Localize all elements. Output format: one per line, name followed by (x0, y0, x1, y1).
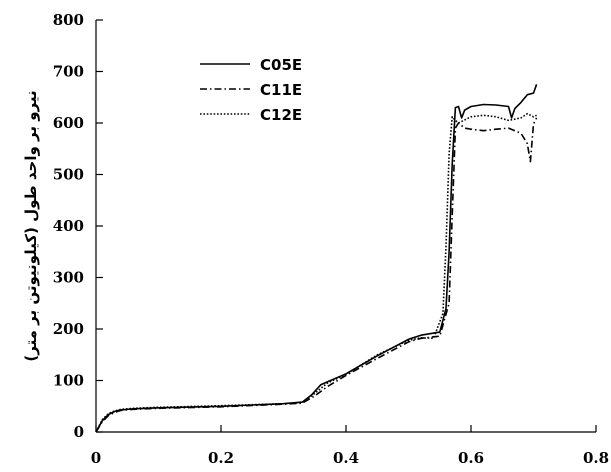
y-tick-label: 400 (53, 217, 84, 235)
x-tick-label: 0 (91, 449, 101, 467)
x-tick-label: 0.4 (333, 449, 359, 467)
x-tick-label: 0.2 (208, 449, 234, 467)
y-tick-label: 0 (74, 423, 84, 441)
legend: C05E C11E C12E (200, 56, 302, 124)
y-axis-ticks: 0 100 200 300 400 500 600 700 800 (53, 11, 103, 441)
y-tick-label: 700 (53, 63, 84, 81)
y-tick-label: 300 (53, 269, 84, 287)
x-tick-label: 0.6 (458, 449, 484, 467)
series-line-c05e (95, 84, 538, 433)
y-axis-label: نیرو بر واحد طول (کیلونیوتن بر متر) (22, 90, 40, 361)
series-line-c11e (95, 117, 538, 433)
y-tick-label: 100 (53, 372, 84, 390)
series-layer (95, 84, 538, 433)
legend-label-c05e: C05E (260, 56, 302, 74)
legend-label-c11e: C11E (260, 81, 302, 99)
x-axis-ticks: 0 0.2 0.4 0.6 0.8 (91, 425, 609, 467)
series-line-c12e (95, 112, 537, 433)
y-tick-label: 800 (53, 11, 84, 29)
y-tick-label: 200 (53, 320, 84, 338)
y-tick-label: 600 (53, 114, 84, 132)
legend-label-c12e: C12E (260, 106, 302, 124)
y-tick-label: 500 (53, 166, 84, 184)
x-tick-label: 0.8 (583, 449, 609, 467)
